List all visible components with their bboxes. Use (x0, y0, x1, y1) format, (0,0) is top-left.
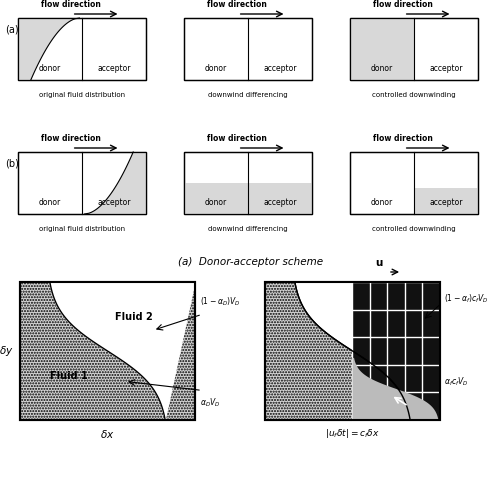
Text: $\mathbf{u}$: $\mathbf{u}$ (374, 258, 382, 268)
Bar (349, 18, 477, 80)
Text: acceptor: acceptor (263, 64, 296, 73)
Text: (a)  Donor-acceptor scheme: (a) Donor-acceptor scheme (178, 257, 323, 267)
Text: flow direction: flow direction (41, 134, 101, 143)
Text: flow direction: flow direction (206, 134, 267, 143)
Bar (184, 18, 312, 80)
Text: downwind differencing: downwind differencing (208, 226, 287, 232)
Text: acceptor: acceptor (263, 199, 296, 207)
Text: donor: donor (204, 199, 226, 207)
Text: flow direction: flow direction (372, 134, 432, 143)
Text: flow direction: flow direction (206, 0, 267, 9)
Text: donor: donor (39, 199, 61, 207)
Text: original fluid distribution: original fluid distribution (39, 226, 125, 232)
Text: $\delta y$: $\delta y$ (0, 344, 13, 358)
Polygon shape (413, 188, 477, 214)
Text: $|u_f\delta t| = c_f\delta x$: $|u_f\delta t| = c_f\delta x$ (325, 427, 379, 440)
Bar (20, 282, 194, 420)
Text: acceptor: acceptor (97, 64, 130, 73)
Bar (20, 282, 194, 420)
Polygon shape (184, 183, 312, 214)
Polygon shape (352, 358, 439, 420)
Bar (349, 18, 477, 80)
Text: downwind differencing: downwind differencing (208, 92, 287, 98)
Text: donor: donor (204, 64, 226, 73)
Text: acceptor: acceptor (97, 199, 130, 207)
Text: $(1-\alpha_D)V_D$: $(1-\alpha_D)V_D$ (199, 296, 240, 308)
Text: Fluid 2: Fluid 2 (115, 312, 152, 322)
Polygon shape (265, 282, 439, 420)
Text: (a): (a) (5, 24, 19, 34)
Text: donor: donor (39, 64, 61, 73)
Text: controlled downwinding: controlled downwinding (371, 226, 455, 232)
Bar (184, 18, 312, 80)
Bar (265, 282, 439, 420)
Text: $(1-\alpha_f)c_f V_D$: $(1-\alpha_f)c_f V_D$ (443, 292, 488, 305)
Bar (184, 152, 312, 214)
Polygon shape (349, 18, 413, 80)
Polygon shape (18, 18, 79, 80)
Text: flow direction: flow direction (41, 0, 101, 9)
Bar (349, 152, 477, 214)
Bar (265, 282, 439, 420)
Text: controlled downwinding: controlled downwinding (371, 92, 455, 98)
Text: original fluid distribution: original fluid distribution (39, 92, 125, 98)
Text: $\alpha_D V_D$: $\alpha_D V_D$ (199, 397, 220, 409)
Bar (349, 152, 477, 214)
Text: donor: donor (370, 199, 392, 207)
Text: $\delta x$: $\delta x$ (100, 428, 115, 440)
Bar (18, 18, 146, 80)
Bar (18, 18, 146, 80)
Bar (184, 152, 312, 214)
Text: Fluid 1: Fluid 1 (50, 371, 88, 381)
Text: (b): (b) (5, 158, 19, 168)
Text: donor: donor (370, 64, 392, 73)
Bar (352, 282, 439, 420)
Bar (18, 152, 146, 214)
Bar (18, 152, 146, 214)
Text: acceptor: acceptor (428, 199, 462, 207)
Text: $\alpha_f c_f V_D$: $\alpha_f c_f V_D$ (443, 375, 467, 388)
Polygon shape (20, 282, 194, 420)
Text: acceptor: acceptor (428, 64, 462, 73)
Polygon shape (84, 152, 146, 214)
Text: flow direction: flow direction (372, 0, 432, 9)
